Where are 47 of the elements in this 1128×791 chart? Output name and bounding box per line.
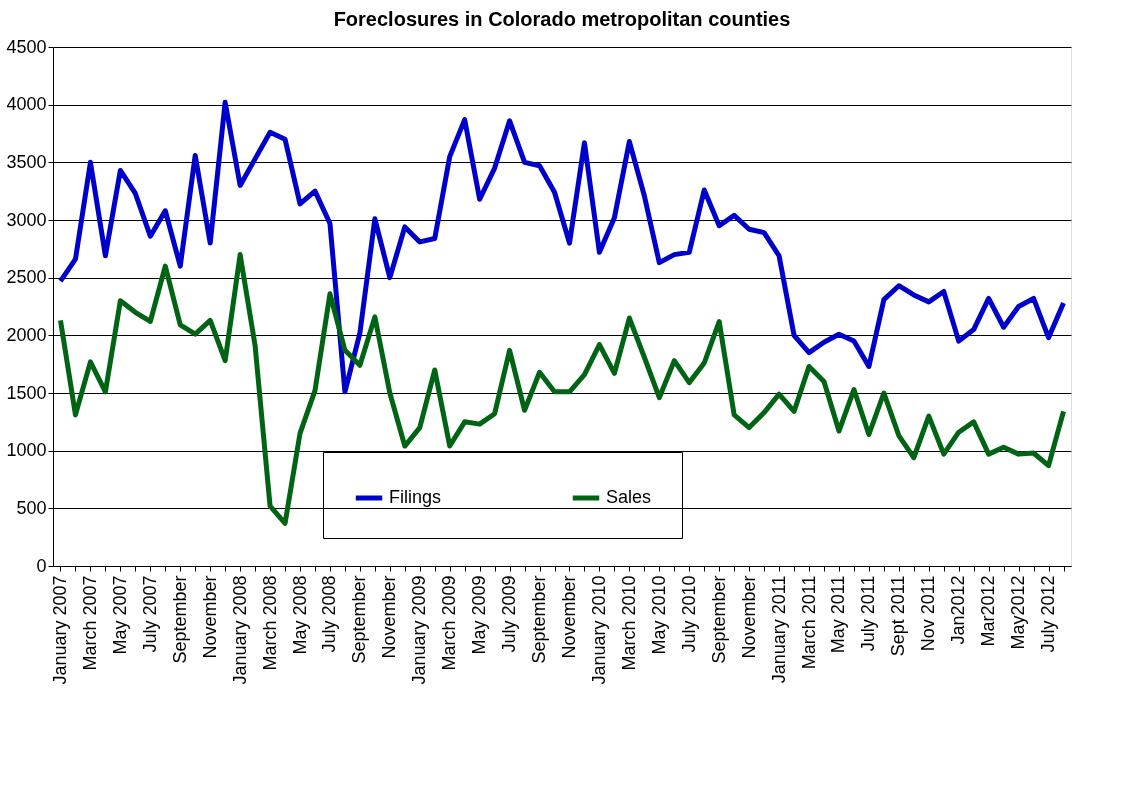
x-tick-label: July 2007 [139, 575, 160, 653]
y-tick-label: 1500 [6, 382, 47, 403]
x-tick-label: March 2009 [439, 575, 460, 671]
x-tick-label: July 2009 [499, 575, 520, 653]
x-tick-label: May2012 [1008, 575, 1029, 650]
y-tick-label: 2500 [6, 267, 47, 288]
x-tick-label: March 2010 [618, 575, 639, 671]
x-tick-label: January 2011 [768, 575, 789, 684]
legend-label: Sales [606, 487, 652, 507]
x-tick-label: January 2007 [49, 575, 70, 685]
x-tick-label: January 2010 [588, 575, 609, 685]
y-tick-label: 3500 [6, 151, 47, 172]
x-tick-label: Jan2012 [948, 575, 969, 645]
y-tick-label: 2000 [6, 324, 47, 345]
x-tick-label: November [199, 575, 220, 659]
x-tick-label: November [558, 575, 579, 659]
x-tick-label: May 2008 [289, 575, 310, 655]
x-tick-label: September [708, 575, 729, 664]
legend-label: Filings [389, 487, 442, 507]
chart-title: Foreclosures in Colorado metropolitan counties [333, 8, 791, 30]
x-tick-label: May 2009 [469, 575, 490, 655]
x-tick-label: July 2012 [1038, 575, 1059, 653]
x-tick-label: September [169, 575, 190, 664]
x-tick-label: May 2010 [648, 575, 669, 655]
y-tick-label: 4500 [6, 36, 47, 57]
x-tick-label: March 2007 [79, 575, 100, 671]
y-tick-label: 3000 [6, 209, 47, 230]
x-tick-label: May 2011 [828, 575, 849, 654]
x-tick-label: July 2008 [319, 575, 340, 653]
x-tick-label: Mar2012 [978, 575, 999, 647]
x-tick-label: Nov 2011 [918, 575, 939, 652]
x-tick-label: March 2011 [798, 575, 819, 670]
x-tick-label: November [379, 575, 400, 659]
x-tick-label: September [349, 575, 370, 664]
x-tick-label: March 2008 [259, 575, 280, 671]
y-tick-label: 1000 [6, 440, 47, 461]
x-tick-label: January 2008 [229, 575, 250, 685]
y-tick-label: 0 [36, 555, 47, 576]
x-tick-label: Sept 2011 [888, 575, 909, 657]
x-tick-label: May 2007 [109, 575, 130, 655]
x-tick-label: November [738, 575, 759, 659]
x-tick-label: September [529, 575, 550, 664]
x-tick-label: January 2009 [409, 575, 430, 685]
y-tick-label: 4000 [6, 94, 47, 115]
x-tick-label: July 2010 [678, 575, 699, 653]
x-tick-label: July 2011 [858, 575, 879, 652]
y-tick-label: 500 [16, 497, 47, 518]
